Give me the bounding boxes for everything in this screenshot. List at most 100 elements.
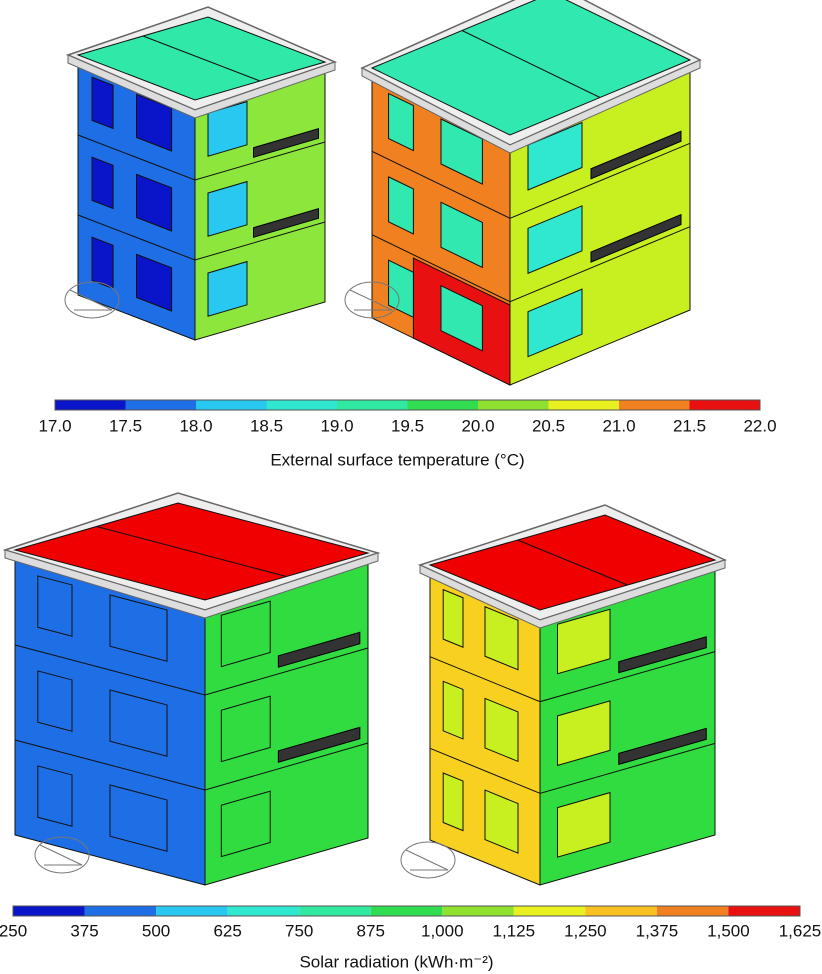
colorbar-segment (299, 906, 371, 916)
balcony (590, 213, 682, 263)
tick-label: 375 (70, 921, 98, 940)
compass-arrow (349, 289, 393, 311)
colorbar-border (12, 905, 801, 917)
tick-label: 20.0 (461, 416, 494, 435)
window (91, 236, 114, 290)
window (207, 260, 248, 317)
window (220, 790, 271, 858)
window (484, 697, 519, 763)
roof-line (142, 35, 261, 82)
colorbar-segment (227, 906, 300, 916)
window (442, 772, 464, 832)
colorbar-segment (548, 400, 619, 410)
balcony (618, 727, 707, 766)
colorbar-segment (585, 906, 657, 916)
window (109, 784, 168, 852)
building (400, 504, 728, 886)
window (440, 284, 483, 352)
building (344, 0, 702, 386)
roof-frame-edge (361, 59, 701, 154)
compass (400, 841, 456, 879)
window (442, 588, 464, 648)
colorbar-segment (478, 400, 549, 410)
window (136, 173, 173, 232)
window (37, 765, 73, 827)
tick-label: 19.5 (391, 416, 424, 435)
tick-label: 1,500 (707, 921, 750, 940)
floor-line (371, 226, 691, 303)
floor-line (14, 644, 369, 696)
window (91, 76, 114, 130)
tick-label: 625 (213, 921, 241, 940)
window (557, 608, 611, 675)
roof-frame-edge (4, 549, 379, 619)
window (220, 695, 271, 763)
roof-line (461, 30, 601, 98)
colorbar-segment (156, 906, 228, 916)
colorbar-segment (125, 400, 196, 410)
tick-label: 1,625 (779, 921, 822, 940)
window (388, 176, 414, 235)
window (484, 789, 519, 854)
tick-label: 250 (0, 921, 27, 940)
tick-label: 750 (285, 921, 313, 940)
tick-label: 22.0 (743, 416, 776, 435)
colorbar-segment (13, 906, 85, 916)
window (388, 259, 414, 319)
window (109, 689, 168, 757)
window (557, 700, 611, 767)
colorbar-segment (728, 906, 800, 916)
roof-line (517, 539, 628, 586)
colorbar-segment (196, 400, 267, 410)
floor-line (371, 142, 691, 219)
window (484, 606, 519, 671)
window (207, 180, 248, 237)
window (91, 156, 114, 210)
window (440, 201, 483, 269)
tick-label: 17.0 (38, 416, 71, 435)
colorbar-segment (407, 400, 478, 410)
compass (64, 281, 120, 319)
tick-label: 1,125 (493, 921, 536, 940)
tick-label: 1,375 (636, 921, 679, 940)
colorbar-segment (656, 906, 729, 916)
floor-line (77, 134, 326, 181)
roof-line (96, 526, 287, 577)
tick-label: 1,000 (421, 921, 464, 940)
window (207, 100, 248, 157)
colorbar-segment (55, 400, 126, 410)
tick-label: 19.0 (320, 416, 353, 435)
floor-line (14, 739, 369, 791)
window (37, 670, 73, 732)
window (136, 253, 173, 312)
compass (344, 281, 400, 319)
colorbar-label: Solar radiation (kWh·m⁻²) (299, 952, 493, 971)
compass-arrow (39, 844, 83, 866)
balcony (590, 130, 682, 180)
roof-frame-edge (419, 559, 726, 629)
window (220, 600, 271, 668)
window (109, 594, 168, 662)
window (440, 118, 483, 185)
compass-arrow (405, 849, 449, 871)
balcony (618, 636, 707, 674)
tick-label: 1,250 (564, 921, 607, 940)
colorbar-segment (337, 400, 408, 410)
compass-arrow (69, 289, 113, 311)
roof-frame-edge (67, 54, 336, 119)
window (557, 791, 611, 858)
window (527, 205, 583, 275)
tick-label: 875 (357, 921, 385, 940)
tick-label: 18.0 (179, 416, 212, 435)
floor-line (429, 742, 716, 794)
tick-label: 21.0 (602, 416, 635, 435)
colorbar-segment (370, 906, 443, 916)
tick-label: 20.5 (532, 416, 565, 435)
tick-label: 21.5 (673, 416, 706, 435)
balcony (277, 726, 361, 763)
colorbar-segment (266, 400, 337, 410)
window (388, 92, 414, 152)
balcony (253, 208, 319, 238)
colorbar-label: External surface temperature (°C) (270, 450, 524, 469)
